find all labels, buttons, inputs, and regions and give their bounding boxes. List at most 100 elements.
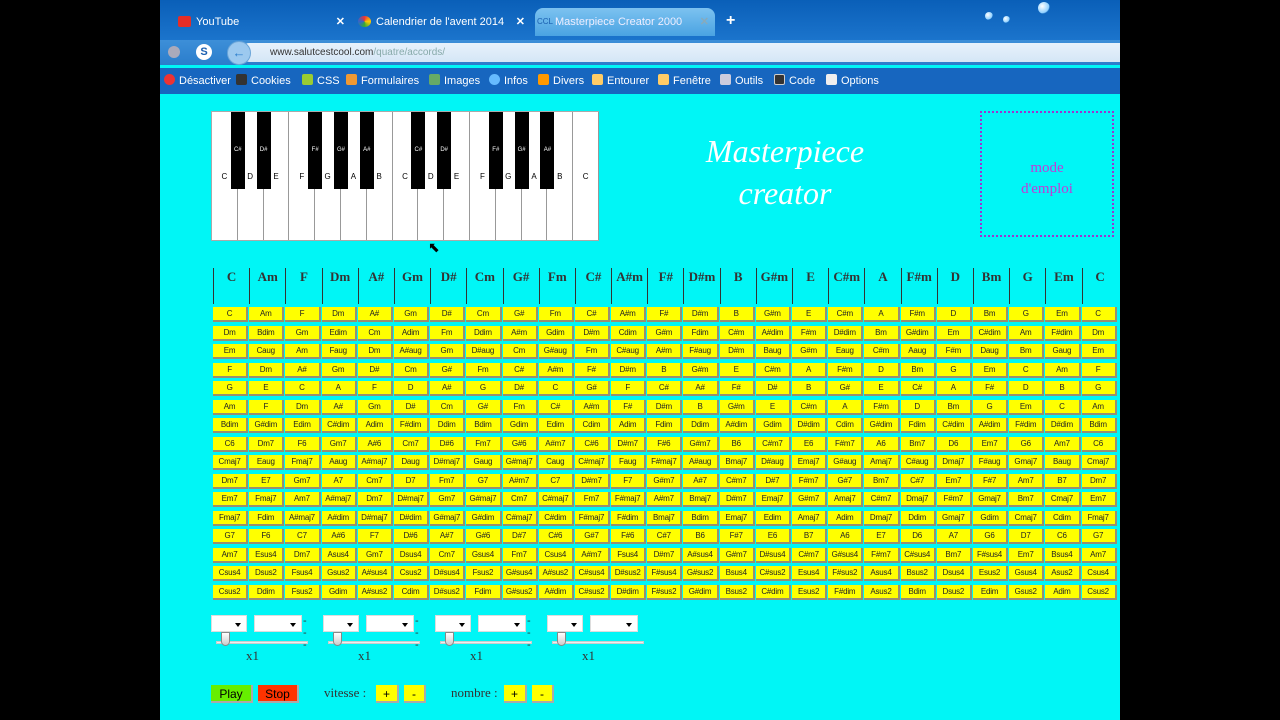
chord-button[interactable]: E7 <box>249 473 285 489</box>
chord-button[interactable]: A#dim <box>538 584 574 600</box>
chord-button[interactable]: Adim <box>357 418 393 433</box>
chord-button[interactable]: C#maj7 <box>502 510 538 526</box>
chord-type-select[interactable] <box>590 615 638 632</box>
chord-button[interactable]: C <box>213 307 249 322</box>
chord-button[interactable]: Aaug <box>900 344 936 359</box>
chord-button[interactable]: Cm <box>430 399 466 415</box>
chord-button[interactable]: F#m <box>864 399 900 415</box>
chord-button[interactable]: Baug <box>755 344 791 359</box>
chord-button[interactable]: Eaug <box>828 344 864 359</box>
chord-button[interactable]: Cm7 <box>357 473 393 489</box>
chord-button[interactable]: G#dim <box>900 325 936 341</box>
chord-button[interactable]: C <box>285 381 321 396</box>
chord-button[interactable]: Bdim <box>1081 418 1117 433</box>
chord-button[interactable]: Gsus2 <box>1009 584 1045 600</box>
chord-button[interactable]: Ddim <box>683 418 719 433</box>
chord-button[interactable]: C <box>1009 362 1045 378</box>
chord-button[interactable]: C6 <box>213 436 249 452</box>
chord-button[interactable]: F#dim <box>828 584 864 600</box>
chord-button[interactable]: Fm7 <box>574 492 611 507</box>
chord-button[interactable]: Bm <box>1009 344 1045 359</box>
chord-button[interactable]: Adim <box>828 510 864 526</box>
chord-button[interactable]: C#dim <box>755 584 791 600</box>
chord-button[interactable]: G# <box>828 381 864 396</box>
chord-button[interactable]: F#m <box>936 344 972 359</box>
chord-button[interactable]: G#6 <box>502 436 538 452</box>
chord-button[interactable]: A <box>936 381 972 396</box>
chord-button[interactable]: F#sus2 <box>828 566 864 581</box>
chord-button[interactable]: Bm <box>900 362 936 378</box>
chord-button[interactable]: A#aug <box>683 455 719 470</box>
chord-button[interactable]: F#7 <box>972 473 1009 489</box>
chord-button[interactable]: Am7 <box>1045 436 1081 452</box>
chord-button[interactable]: G <box>1081 381 1117 396</box>
chord-button[interactable]: A <box>828 399 864 415</box>
chord-button[interactable]: Fm7 <box>466 436 502 452</box>
chord-button[interactable]: C#m <box>792 399 828 415</box>
chord-button[interactable]: F <box>249 399 285 415</box>
chord-button[interactable]: A#sus2 <box>357 584 393 600</box>
chord-button[interactable]: Fm7 <box>502 547 538 563</box>
chord-button[interactable]: A# <box>321 399 357 415</box>
chord-button[interactable]: Am <box>213 399 249 415</box>
black-key[interactable]: F# <box>308 112 323 189</box>
tab-youtube[interactable]: YouTube ✕ <box>176 8 351 36</box>
black-key[interactable]: A# <box>540 112 555 189</box>
chord-button[interactable]: F#m7 <box>864 547 900 563</box>
chord-button[interactable]: F#maj7 <box>574 510 611 526</box>
chord-button[interactable]: Bm <box>864 325 900 341</box>
chord-button[interactable]: F#7 <box>719 529 755 544</box>
chord-button[interactable]: E7 <box>864 529 900 544</box>
chord-button[interactable]: Fdim <box>900 418 936 433</box>
chord-button[interactable]: Fdim <box>466 584 502 600</box>
chord-button[interactable]: F7 <box>357 529 393 544</box>
chord-button[interactable]: C#sus2 <box>574 584 611 600</box>
chord-button[interactable]: A <box>321 381 357 396</box>
chord-button[interactable]: Em7 <box>213 492 249 507</box>
chord-button[interactable]: Gm7 <box>430 492 466 507</box>
chord-button[interactable]: Faug <box>611 455 647 470</box>
chord-button[interactable]: C# <box>647 381 683 396</box>
black-key[interactable]: F# <box>488 112 503 189</box>
chord-button[interactable]: Bmaj7 <box>719 455 755 470</box>
chord-button[interactable]: A#6 <box>321 529 357 544</box>
chord-button[interactable]: Em <box>936 325 972 341</box>
chord-button[interactable]: Csus4 <box>1081 566 1117 581</box>
chord-button[interactable]: Dm <box>249 362 285 378</box>
chord-button[interactable]: Cmaj7 <box>1045 492 1081 507</box>
chord-button[interactable]: C#m7 <box>719 473 755 489</box>
chord-button[interactable]: Em7 <box>1009 547 1045 563</box>
chord-button[interactable]: Ddim <box>430 418 466 433</box>
chord-type-select[interactable] <box>254 615 302 632</box>
chord-button[interactable]: Gm7 <box>285 473 321 489</box>
chord-button[interactable]: Faug <box>321 344 357 359</box>
chord-button[interactable]: F <box>357 381 393 396</box>
chord-button[interactable]: G <box>466 381 502 396</box>
chord-button[interactable]: Gm7 <box>357 547 393 563</box>
chord-button[interactable]: Ddim <box>900 510 936 526</box>
toolbar-code[interactable]: Code <box>774 74 815 87</box>
chord-button[interactable]: C#m <box>864 344 900 359</box>
chord-button[interactable]: A6 <box>864 436 900 452</box>
toolbar-divers[interactable]: Divers <box>538 74 584 87</box>
chord-button[interactable]: Dsus2 <box>936 584 972 600</box>
chord-button[interactable]: F <box>285 307 321 322</box>
chord-button[interactable]: G#m <box>792 344 828 359</box>
chord-button[interactable]: Dm <box>285 399 321 415</box>
chord-button[interactable]: G# <box>574 381 611 396</box>
chord-button[interactable]: A#m7 <box>647 492 683 507</box>
toolbar-entourer[interactable]: Entourer <box>592 74 649 87</box>
chord-button[interactable]: D#m <box>683 307 719 322</box>
chord-button[interactable]: F7 <box>611 473 647 489</box>
chord-type-select[interactable] <box>366 615 414 632</box>
chord-button[interactable]: Gm <box>430 344 466 359</box>
chord-button[interactable]: D <box>1009 381 1045 396</box>
chord-button[interactable]: D#7 <box>755 473 791 489</box>
chord-button[interactable]: C#sus2 <box>755 566 791 581</box>
chord-button[interactable]: C#m7 <box>755 436 791 452</box>
chord-button[interactable]: D#maj7 <box>430 455 466 470</box>
chord-button[interactable]: C7 <box>538 473 574 489</box>
chord-button[interactable]: G#aug <box>828 455 864 470</box>
chord-button[interactable]: A#7 <box>683 473 719 489</box>
piano-keyboard[interactable]: C D E F G A B C D E F G A B C C# D# F# G# A# C# D# F# G# A# ⬉ <box>211 111 599 255</box>
